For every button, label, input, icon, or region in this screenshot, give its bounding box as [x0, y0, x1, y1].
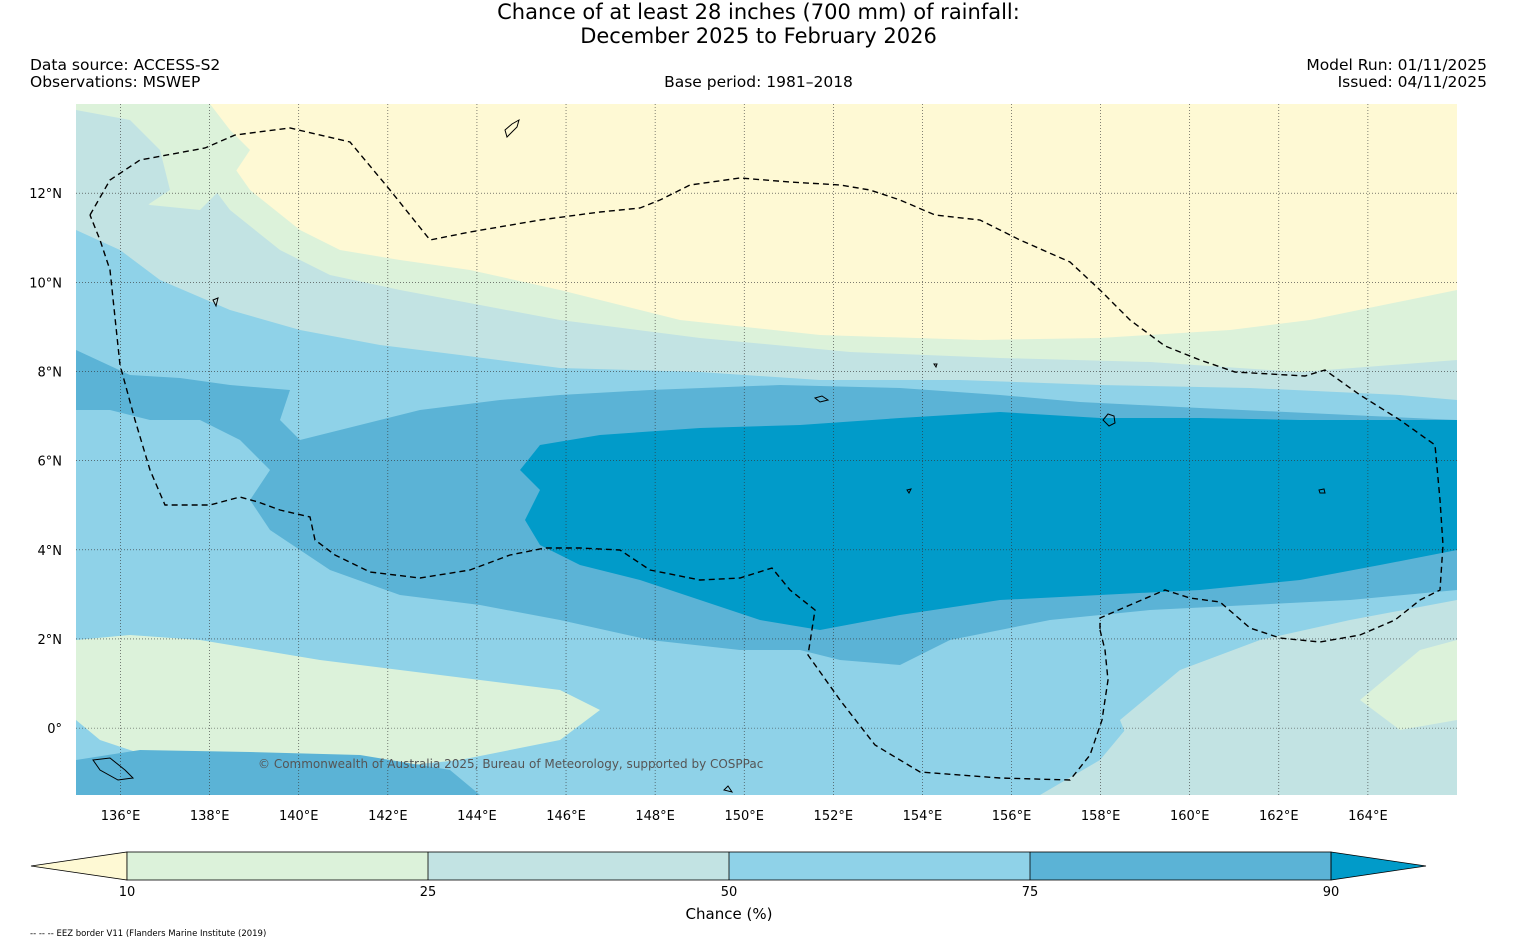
base-period: Base period: 1981–2018	[664, 73, 853, 91]
longitude-label: 136°E	[101, 809, 141, 824]
small-island-2	[906, 488, 912, 494]
colorbar-extend-low	[30, 851, 128, 881]
latitude-label: 12°N	[29, 187, 62, 202]
longitude-label: 162°E	[1259, 809, 1299, 824]
longitude-label: 154°E	[903, 809, 943, 824]
colorbar-tick-label: 50	[721, 885, 738, 900]
longitude-label: 138°E	[190, 809, 230, 824]
latitude-label: 4°N	[38, 544, 63, 559]
manus-island	[92, 757, 135, 781]
meta-left: Data source: ACCESS-S2 Observations: MSW…	[30, 57, 220, 91]
observations: Observations: MSWEP	[30, 73, 201, 91]
band-25-50-northwest	[76, 110, 170, 215]
colorbar-label: Chance (%)	[686, 905, 773, 923]
map-plot-area: © Commonwealth of Australia 2025, Bureau…	[76, 104, 1457, 795]
guam-island	[504, 118, 520, 138]
longitude-label: 140°E	[279, 809, 319, 824]
longitude-label: 156°E	[992, 809, 1032, 824]
islands	[92, 118, 1326, 793]
longitude-label: 148°E	[635, 809, 675, 824]
latitude-label: 0°	[47, 722, 62, 737]
colorbar-tick-label: 75	[1022, 885, 1039, 900]
copyright-notice: © Commonwealth of Australia 2025, Bureau…	[258, 757, 763, 771]
axis-labels: 136°E 138°E 140°E 142°E 144°E 146°E 148°E 150°E…	[29, 187, 1387, 824]
longitude-label: 142°E	[368, 809, 408, 824]
eez-border-west	[89, 127, 1444, 643]
longitude-label: 158°E	[1081, 809, 1121, 824]
meta-right: Model Run: 01/11/2025 Issued: 04/11/2025	[1306, 57, 1487, 91]
title-line-2: December 2025 to February 2026	[580, 24, 937, 48]
palau-island	[212, 297, 219, 308]
latitude-label: 6°N	[38, 455, 63, 470]
model-run: Model Run: 01/11/2025	[1306, 56, 1487, 74]
longitude-label: 150°E	[724, 809, 764, 824]
band-above-90	[520, 412, 1457, 630]
title-line-1: Chance of at least 28 inches (700 mm) of…	[497, 0, 1020, 24]
colorbar: 10 25 50 75 90 Chance (%)	[30, 851, 1427, 923]
longitude-label: 152°E	[814, 809, 854, 824]
kosrae-island	[1318, 488, 1326, 494]
colorbar-segment-75-90	[1030, 852, 1331, 880]
longitude-label: 160°E	[1170, 809, 1210, 824]
band-25-50-southeast-patch	[1120, 600, 1457, 795]
small-island-1	[723, 785, 734, 793]
band-75-90-southwest	[76, 750, 480, 795]
longitude-label: 164°E	[1348, 809, 1388, 824]
chuuk-islands	[813, 395, 830, 403]
small-island-3	[933, 363, 938, 369]
latitude-label: 10°N	[29, 276, 62, 291]
latitude-label: 2°N	[38, 633, 63, 648]
map-title: Chance of at least 28 inches (700 mm) of…	[0, 0, 1517, 48]
colorbar-tick-label: 25	[420, 885, 437, 900]
colorbar-tick-label: 90	[1323, 885, 1340, 900]
band-10-25-south-patch	[76, 635, 600, 770]
graticule	[76, 104, 1457, 795]
colorbar-extend-high	[1330, 851, 1427, 881]
colorbar-segment-25-50	[428, 852, 729, 880]
colorbar-segment-10-25	[127, 852, 428, 880]
colorbar-tick-label: 10	[119, 885, 136, 900]
data-source: Data source: ACCESS-S2	[30, 56, 221, 74]
latitude-label: 8°N	[38, 365, 63, 380]
eez-footnote: -- -- -- EEZ border V11 (Flanders Marine…	[30, 929, 267, 939]
band-10-25-southeast-patch	[1360, 640, 1457, 730]
longitude-label: 144°E	[457, 809, 497, 824]
pohnpei-island	[1102, 413, 1116, 427]
longitude-label: 146°E	[546, 809, 586, 824]
issued-date: Issued: 04/11/2025	[1337, 73, 1487, 91]
colorbar-segment-50-75	[729, 852, 1030, 880]
eez-border-south	[89, 214, 1109, 781]
